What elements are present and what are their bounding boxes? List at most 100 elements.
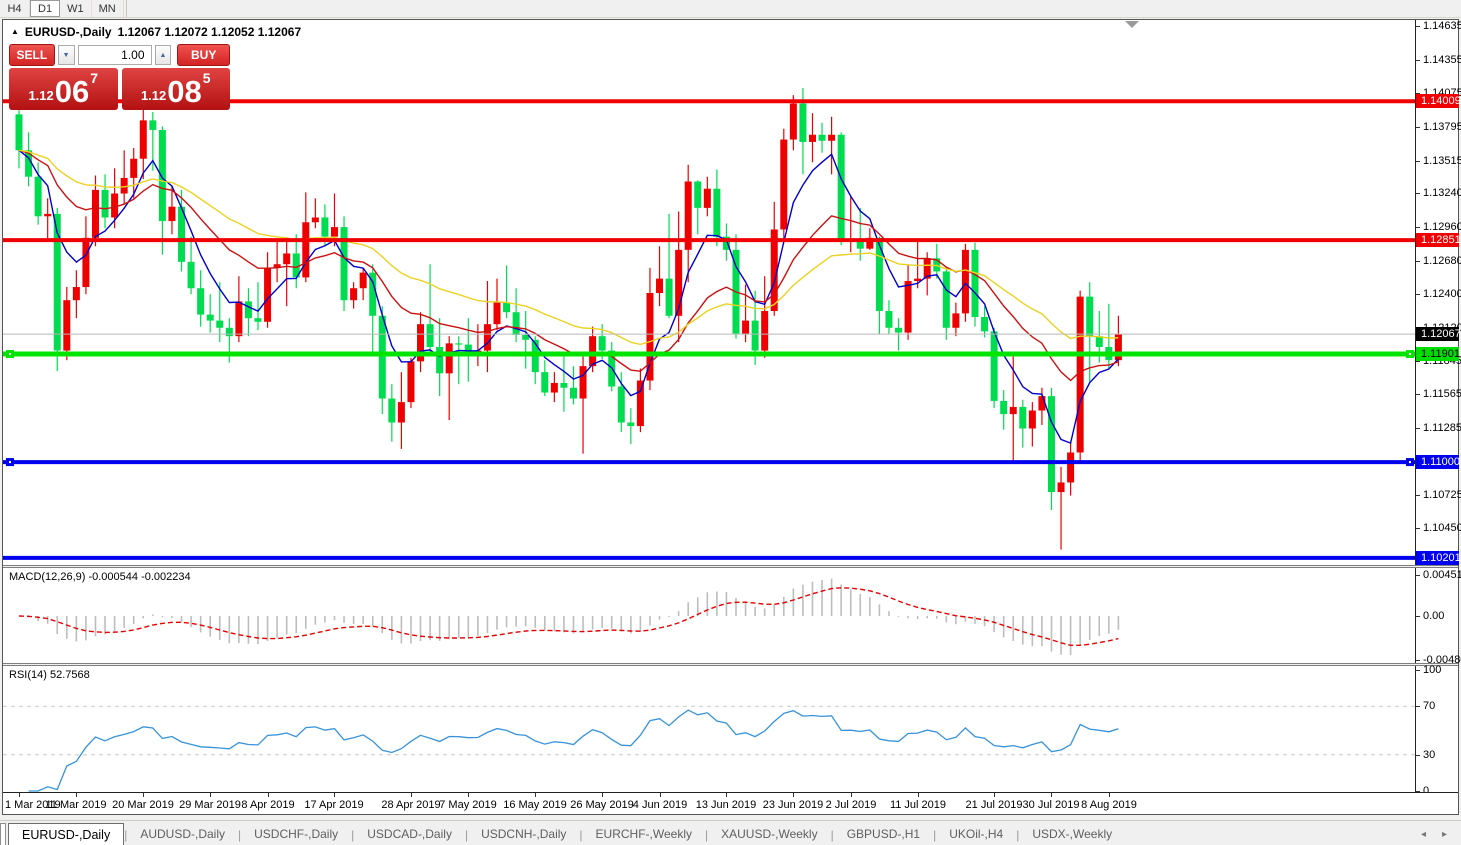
date-axis-tick (210, 793, 211, 797)
buy-price-pip: 5 (202, 70, 211, 86)
price-axis-label: 1.13515 (1423, 155, 1461, 167)
price-axis-label: 1.12680 (1423, 255, 1461, 267)
collapse-trade-panel-icon[interactable]: ▲ (11, 26, 19, 36)
chart-tab-ukoil-h4[interactable]: UKOil-,H4 (949, 827, 1004, 841)
date-axis-label: 26 May 2019 (570, 799, 634, 811)
macd-panel-splitter[interactable] (3, 565, 1458, 568)
macd-axis-tick (1416, 660, 1420, 661)
price-axis-label: 1.13795 (1423, 121, 1461, 133)
sell-price-pip: 7 (90, 70, 99, 86)
timeframe-button-d1[interactable]: D1 (30, 0, 61, 17)
sell-button[interactable]: SELL (9, 44, 55, 66)
chart-tab-usdcnh-daily[interactable]: USDCNH-,Daily (481, 827, 567, 841)
price-marker-1.12851: 1.12851 (1416, 233, 1461, 247)
macd-axis-label: 0.004517 (1423, 569, 1461, 581)
rsi-panel-splitter[interactable] (3, 663, 1458, 666)
tab-separator: | (830, 828, 834, 842)
buy-price-prefix: 1.12 (140, 88, 167, 103)
hline-support-blue-1[interactable] (3, 458, 1415, 467)
price-axis-label: 1.12960 (1423, 221, 1461, 233)
date-axis-tick (918, 793, 919, 797)
volume-increase-button[interactable]: ▲ (154, 45, 172, 65)
one-click-trade-panel: SELL ▼ ▲ BUY 1.12 06 7 1.12 08 5 (9, 44, 230, 110)
tab-scroll-buttons: ◂ ▸ (1421, 829, 1447, 840)
price-axis-tick (1416, 361, 1420, 362)
sell-price-panel[interactable]: 1.12 06 7 (9, 68, 118, 110)
date-axis-label: 20 Mar 2019 (112, 799, 174, 811)
rsi-panel: RSI(14) 52.7568 100 70 30 0 (3, 664, 1458, 797)
date-axis-label: 30 Jul 2019 (1022, 799, 1080, 811)
tab-separator: | (238, 828, 242, 842)
price-axis-label: 1.10450 (1423, 522, 1461, 534)
tab-separator: | (579, 828, 583, 842)
price-axis-tick (1416, 428, 1420, 429)
macd-chart (18, 578, 1120, 656)
chart-shift-marker-icon[interactable] (1125, 21, 1139, 28)
date-axis-label: 28 Apr 2019 (381, 799, 441, 811)
price-axis-tick (1416, 193, 1420, 194)
buy-price-panel[interactable]: 1.12 08 5 (121, 68, 230, 110)
price-axis-tick (1416, 261, 1420, 262)
date-axis-tick (268, 793, 269, 797)
tab-separator: | (464, 828, 469, 842)
chart-tab-xauusd-weekly[interactable]: XAUUSD-,Weekly (721, 827, 818, 841)
date-axis-tick (1051, 793, 1052, 797)
price-axis-tick (1416, 227, 1420, 228)
date-axis-label: 16 May 2019 (503, 799, 567, 811)
main-chart-panel: ▲ EURUSD-,Daily 1.12067 1.12072 1.12052 … (3, 20, 1461, 565)
price-marker-1.11901: 1.11901 (1416, 347, 1460, 361)
candlestick-chart (3, 87, 1415, 560)
chart-tab-usdcad-daily[interactable]: USDCAD-,Daily (367, 827, 452, 841)
chart-tab-usdchf-daily[interactable]: USDCHF-,Daily (254, 827, 339, 841)
volume-decrease-button[interactable]: ▼ (57, 45, 75, 65)
timeframe-button-w1[interactable]: W1 (60, 0, 92, 17)
date-axis-label: 11 Mar 2019 (45, 799, 107, 811)
date-axis-tick (334, 793, 335, 797)
timeframe-button-h4[interactable]: H4 (0, 0, 30, 17)
hline-support-green[interactable] (3, 350, 1415, 359)
ma-medium-line (18, 149, 1119, 382)
sell-price-prefix: 1.12 (28, 88, 54, 103)
buy-button[interactable]: BUY (177, 44, 230, 66)
main-plot-area: ▲ EURUSD-,Daily 1.12067 1.12072 1.12052 … (3, 20, 1415, 565)
price-axis-label: 1.11285 (1423, 422, 1461, 434)
tab-scroll-left-icon[interactable]: ◂ (1420, 829, 1426, 840)
chart-tab-audusd-daily[interactable]: AUDUSD-,Daily (140, 827, 226, 841)
date-axis-tick (793, 793, 794, 797)
chart-tab-gbpusd-h1[interactable]: GBPUSD-,H1 (846, 827, 921, 841)
price-marker-1.12067: 1.12067 (1416, 327, 1461, 341)
date-axis-label: 2 Jul 2019 (825, 799, 877, 811)
chart-tab-usdx-weekly[interactable]: USDX-,Weekly (1032, 827, 1113, 841)
date-axis-label: 23 Jun 2019 (762, 799, 824, 811)
price-axis-tick (1416, 161, 1420, 162)
date-axis-tick (726, 793, 727, 797)
date-axis-tick (602, 793, 603, 797)
price-marker-1.14009: 1.14009 (1416, 94, 1461, 108)
rsi-axis: 100 70 30 0 (1415, 664, 1458, 797)
chart-window: ▲ EURUSD-,Daily 1.12067 1.12072 1.12052 … (2, 19, 1461, 815)
date-axis-label: 11 Jul 2019 (889, 799, 947, 811)
ma-slow-line (18, 149, 1119, 346)
timeframe-button-mn[interactable]: MN (92, 0, 124, 17)
buy-price-big: 08 (167, 74, 202, 109)
date-axis-label: 29 Mar 2019 (179, 799, 241, 811)
macd-panel: MACD(12,26,9) -0.000544 -0.002234 0.0045… (3, 568, 1461, 666)
date-axis-tick (1109, 793, 1110, 797)
date-axis: 1 Mar 2019 11 Mar 2019 20 Mar 2019 29 Mar 2… (3, 792, 1458, 813)
tab-scroll-right-icon[interactable]: ▸ (1441, 829, 1447, 840)
macd-plot-area: MACD(12,26,9) -0.000544 -0.002234 (3, 568, 1415, 663)
partial-tab-edge[interactable] (0, 823, 6, 845)
price-axis-label: 1.13240 (1423, 187, 1461, 199)
date-axis-tick (76, 793, 77, 797)
volume-input[interactable] (77, 45, 152, 65)
chart-title: ▲ EURUSD-,Daily 1.12067 1.12072 1.12052 … (11, 25, 301, 39)
price-marker-1.10201: 1.10201 (1416, 551, 1461, 565)
chart-tab-eurchf-weekly[interactable]: EURCHF-,Weekly (595, 827, 692, 841)
price-axis: 1.14635 1.14355 1.14075 1.13795 1.13515 1.132… (1415, 20, 1461, 565)
tab-separator: | (705, 828, 709, 842)
tab-separator: | (1016, 828, 1020, 842)
price-axis-tick (1416, 60, 1420, 61)
chart-tab-eurusd-daily[interactable]: EURUSD-,Daily (8, 823, 125, 845)
rsi-axis-tick (1416, 706, 1420, 707)
macd-axis-tick (1416, 616, 1420, 617)
